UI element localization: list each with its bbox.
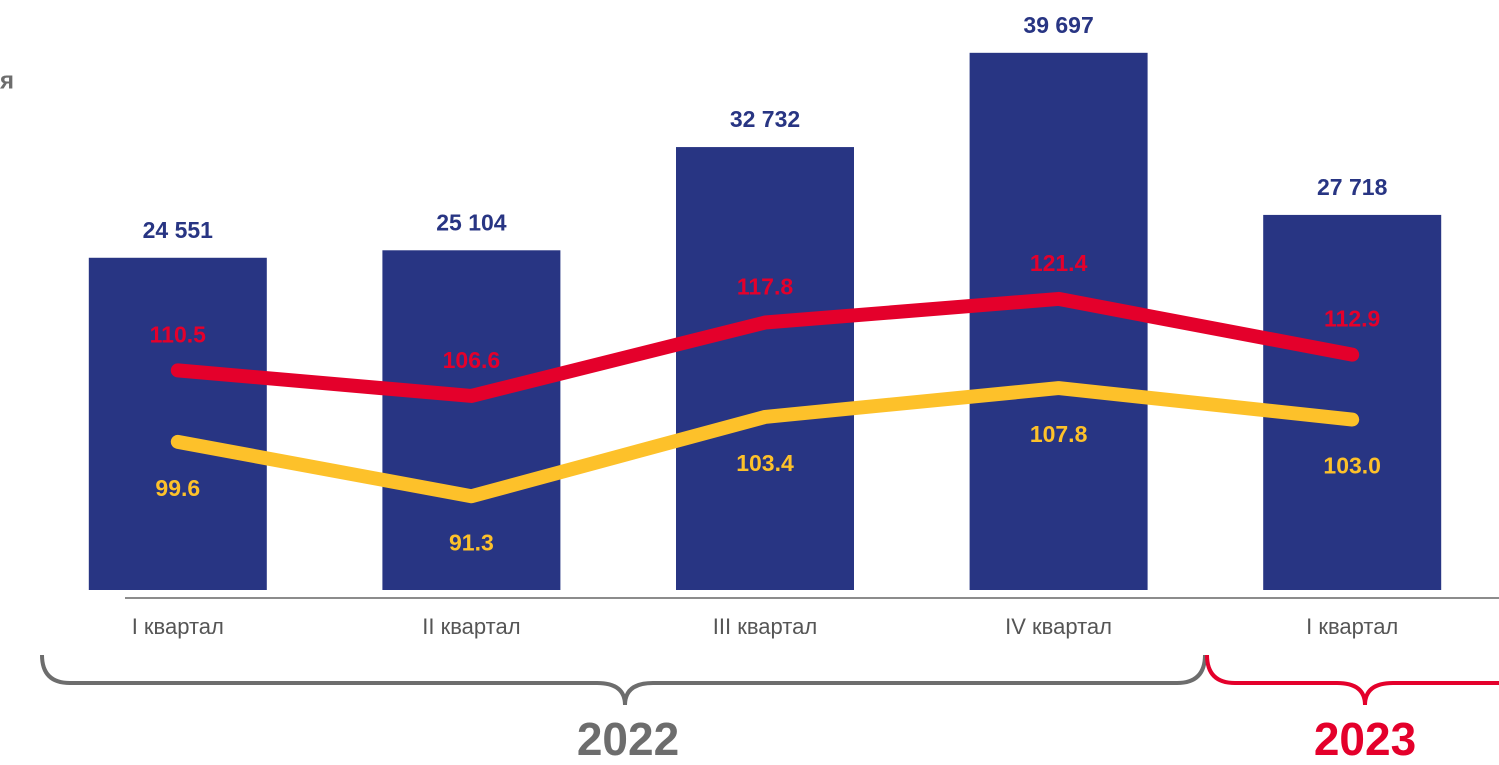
group-label: 2023 (1314, 713, 1416, 765)
data-label: 32 732 (730, 106, 800, 132)
line (170, 381, 1360, 504)
data-label: 27 718 (1317, 174, 1388, 200)
data-label: 121.4 (1030, 250, 1088, 276)
data-label: 25 104 (436, 209, 507, 235)
annotation: я (0, 67, 14, 94)
bar (1263, 214, 1442, 590)
x-tick-label: I квартал (1306, 614, 1398, 639)
bar (969, 52, 1148, 591)
bar (88, 257, 267, 590)
data-label: 117.8 (737, 274, 793, 300)
x-tick-label: IV квартал (1005, 614, 1112, 639)
line (170, 291, 1360, 403)
brace-2022 (40, 654, 1207, 706)
data-label: 24 551 (143, 217, 214, 243)
data-label: 103.4 (736, 450, 794, 476)
bar (382, 250, 561, 590)
data-label: 99.6 (155, 475, 200, 501)
x-tick-label: III квартал (713, 614, 817, 639)
bar (676, 147, 854, 591)
data-label: 106.6 (443, 347, 501, 373)
x-tick-label: I квартал (132, 614, 224, 639)
data-label: 110.5 (150, 321, 206, 347)
data-label: 103.0 (1323, 453, 1381, 479)
data-label: 39 697 (1023, 12, 1093, 38)
brace-2023 (1205, 654, 1499, 706)
data-label: 107.8 (1030, 421, 1088, 447)
x-tick-label: II квартал (422, 614, 520, 639)
data-label: 91.3 (449, 529, 494, 555)
data-label: 112.9 (1324, 306, 1380, 332)
group-label: 2022 (577, 713, 679, 765)
